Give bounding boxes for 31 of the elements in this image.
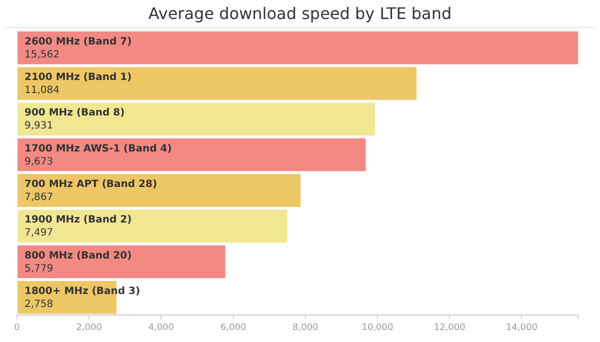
bar <box>18 102 376 136</box>
data-label: 9,931 <box>24 120 54 132</box>
x-tick-label: 12,000 <box>434 322 466 333</box>
x-tick-label: 14,000 <box>506 322 538 333</box>
x-tick-label: 6,000 <box>220 322 246 333</box>
y-tick-label: 900 MHz (Band 8) <box>24 108 125 119</box>
data-label: 7,867 <box>24 192 54 204</box>
y-tick-label: 1700 MHz AWS-1 (Band 4) <box>24 143 172 154</box>
bar <box>18 138 366 172</box>
chart-title: Average download speed by LTE band <box>4 0 596 28</box>
y-tick-label: 1900 MHz (Band 2) <box>24 214 132 226</box>
data-label: 2,758 <box>24 298 54 310</box>
y-tick-label: 2100 MHz (Band 1) <box>24 72 132 84</box>
y-tick-label: 2600 MHz (Band 7) <box>24 36 132 48</box>
y-tick-label: 700 MHz APT (Band 28) <box>24 179 158 190</box>
bar <box>18 174 301 207</box>
x-tick-label: 10,000 <box>362 322 394 333</box>
data-label: 9,673 <box>24 156 54 168</box>
x-tick-label: 0 <box>14 322 20 333</box>
bar <box>18 31 578 64</box>
data-label: 15,562 <box>24 49 60 60</box>
bar <box>18 210 288 242</box>
bar <box>18 67 417 100</box>
x-tick-label: 4,000 <box>148 322 174 333</box>
x-tick-label: 8,000 <box>292 322 319 333</box>
data-label: 5,779 <box>24 263 54 274</box>
data-label: 7,497 <box>24 228 54 239</box>
data-label: 11,084 <box>24 85 60 96</box>
bar <box>18 245 226 278</box>
x-tick-label: 2,000 <box>76 322 102 333</box>
y-tick-label: 800 MHz (Band 20) <box>24 250 132 262</box>
